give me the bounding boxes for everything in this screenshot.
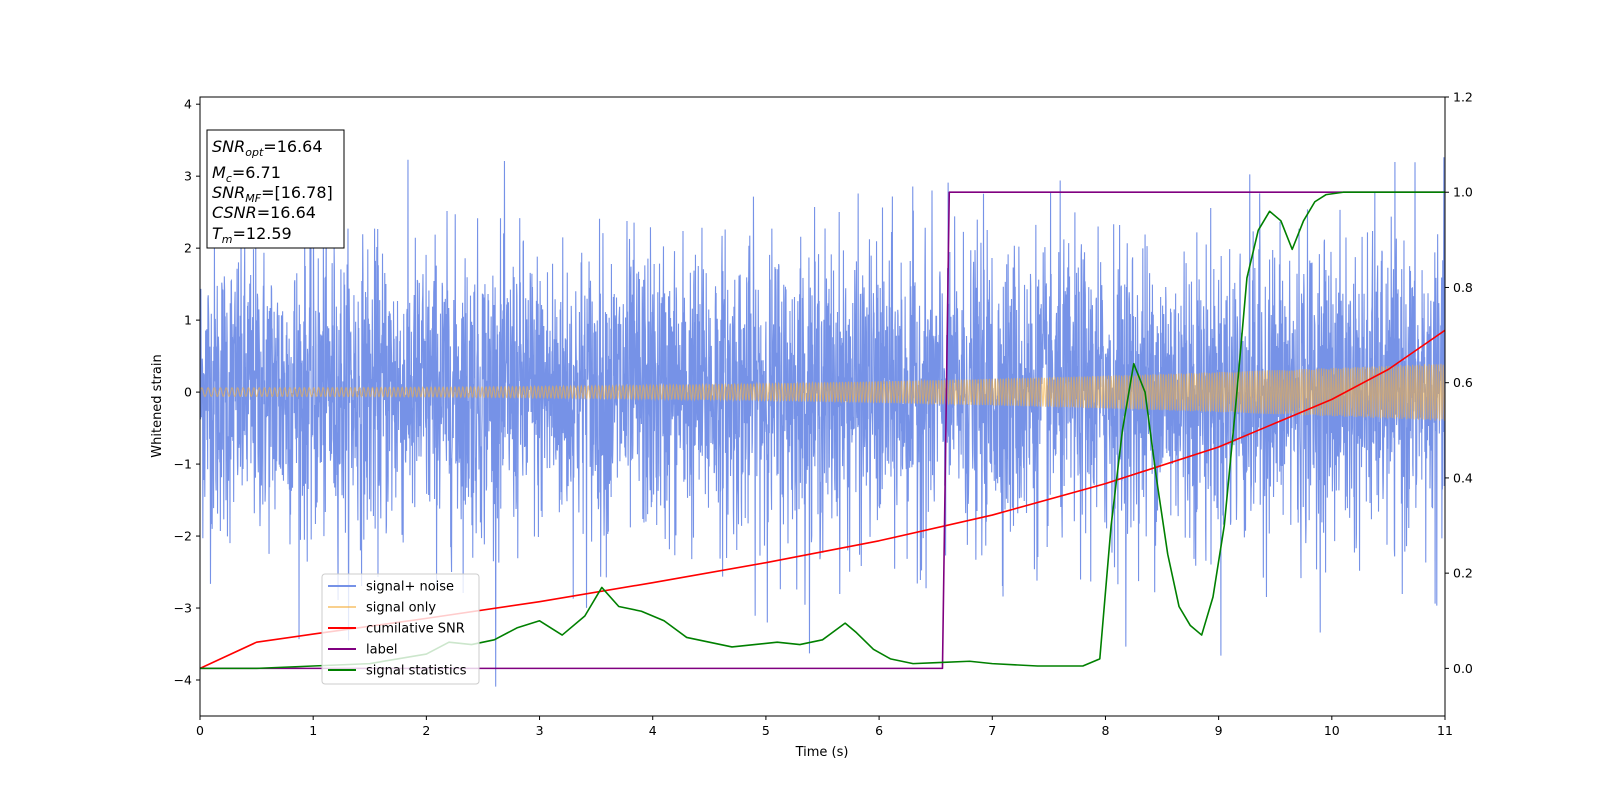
info-mc: Mc=6.71 [212,163,281,185]
x-tick-label: 5 [762,723,770,738]
y-tick-label: 2 [184,241,192,256]
legend-label: signal only [366,601,436,616]
info-csnr: CSNR=16.64 [212,203,316,222]
legend-item-label: label [328,643,397,658]
legend-label: cumilative SNR [366,622,465,637]
plot-frame [199,96,1446,717]
legend-label: signal+ noise [366,580,454,595]
x-tick-label: 7 [988,723,996,738]
y-tick-label: 3 [184,169,192,184]
series-label-line [200,191,1445,670]
x-tick-label: 11 [1437,723,1453,738]
legend-item-signal-noise: signal+ noise [328,580,454,595]
y-tick-label: −3 [174,601,192,616]
x-tick-label: 10 [1324,723,1340,738]
x-tick-label: 3 [536,723,544,738]
y-tick-label: 4 [184,97,192,112]
x-tick-label: 1 [309,723,317,738]
y2-tick-label: 0.4 [1453,470,1473,485]
y2-tick-label: 0.6 [1453,375,1473,390]
info-box: SNRopt=16.64 Mc=6.71 SNRMF=[16.78] CSNR=… [206,129,345,249]
series-signal-only-line [200,363,1445,421]
series-signal-statistics-line [200,191,1445,670]
legend-label: signal statistics [366,664,467,679]
y-tick-label: −2 [174,529,192,544]
x-tick-label: 4 [649,723,657,738]
y-tick-label: 0 [184,385,192,400]
legend-label: label [366,643,397,658]
info-box-frame [206,129,345,249]
x-axis-label: Time (s) [795,745,849,760]
axis-ticks: 0 1 2 3 4 5 6 7 8 9 10 1143210−1−2−3−41.21.00.80.60… [174,90,1473,739]
info-snr-mf: SNRMF=[16.78] [212,183,333,205]
y2-tick-label: 0.0 [1453,661,1473,676]
y2-tick-label: 0.2 [1453,566,1473,581]
y-axis-label: Whitened strain [150,354,165,457]
y-tick-label: 1 [184,313,192,328]
info-tm: Tm=12.59 [212,224,292,246]
x-tick-label: 0 [196,723,204,738]
y-tick-label: −1 [174,457,192,472]
y-tick-label: −4 [174,673,192,688]
info-snr-opt: SNRopt=16.64 [212,137,323,159]
y2-tick-label: 0.8 [1453,280,1473,295]
x-tick-label: 8 [1101,723,1109,738]
legend-frame [321,573,480,685]
x-tick-label: 2 [422,723,430,738]
x-tick-label: 9 [1215,723,1223,738]
y2-tick-label: 1.0 [1453,185,1473,200]
legend-item-cumulative-snr: cumilative SNR [328,622,465,637]
x-tick-label: 6 [875,723,883,738]
y2-tick-label: 1.2 [1453,90,1473,105]
legend-item-signal-statistics: signal statistics [328,664,467,679]
legend: signal+ noise signal only cumilative SNR la… [321,573,480,685]
legend-item-signal-only: signal only [328,601,436,616]
